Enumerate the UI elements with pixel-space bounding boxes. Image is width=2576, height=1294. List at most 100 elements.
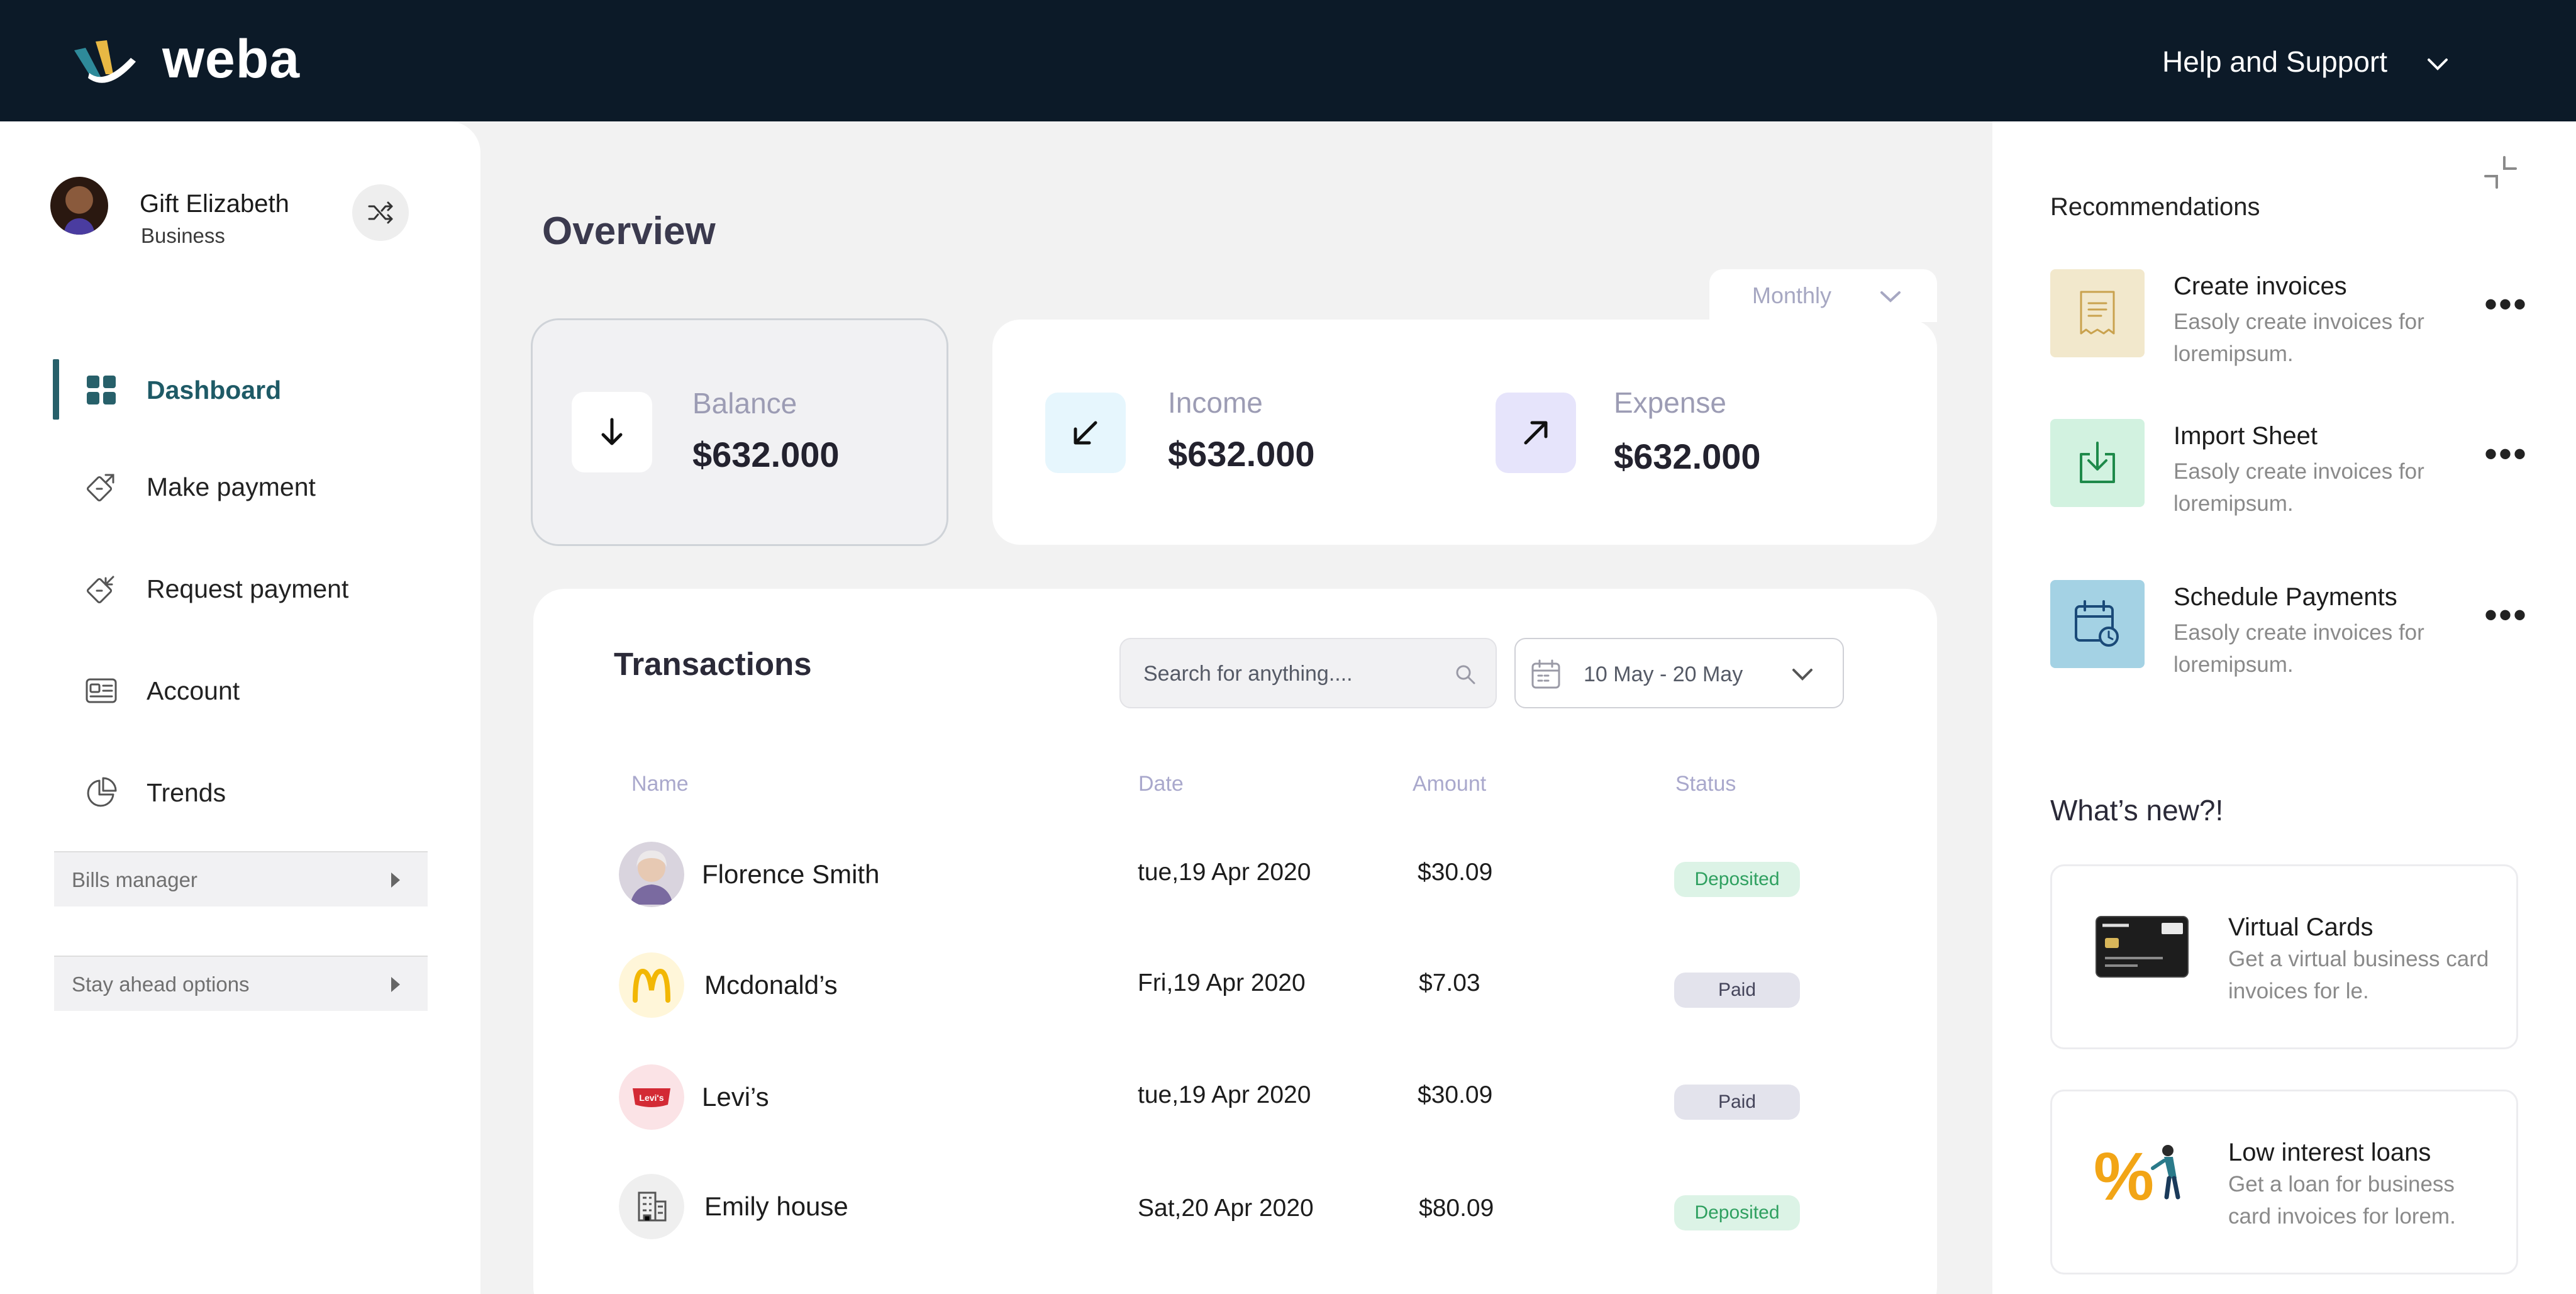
sidebar: Gift Elizabeth Business Dashboard Make p… [0,121,480,1294]
collapsible-label: Stay ahead options [72,973,250,996]
balance-value: $632.000 [692,435,840,474]
transaction-date: tue,19 Apr 2020 [1138,1081,1311,1108]
income-value[interactable]: $632.000 [1168,434,1315,474]
percent-illustration-icon: % [2094,1139,2180,1207]
sidebar-item-dashboard[interactable]: Dashboard [53,359,430,420]
period-select[interactable]: Monthly [1709,269,1937,322]
switch-account-button[interactable] [352,184,409,241]
building-icon [619,1174,684,1239]
transaction-date: Sat,20 Apr 2020 [1138,1195,1314,1222]
collapsible-label: Bills manager [72,868,197,891]
grid-icon [87,376,116,404]
collapse-panel-icon[interactable] [2483,155,2518,190]
recommendation-icon-tile [2050,419,2145,507]
arrow-up-right-icon [1524,421,1548,445]
recommendation-icon-tile [2050,580,2145,668]
user-name: Gift Elizabeth [140,190,289,218]
caret-right-icon [391,977,400,992]
whats-new-item-title: Virtual Cards [2228,913,2373,941]
expense-value[interactable]: $632.000 [1614,437,1761,476]
recommendation-title: Schedule Payments [2174,583,2397,611]
recommendation-create-invoices[interactable]: Create invoices Easoly create invoices f… [2050,269,2541,370]
weba-logo-icon [74,40,136,83]
svg-text:Levi's: Levi's [639,1093,663,1103]
search-box[interactable] [1119,638,1497,708]
sidebar-item-make-payment[interactable]: Make payment [53,456,430,516]
recommendation-icon-tile [2050,269,2145,357]
transaction-amount: $7.03 [1419,969,1480,996]
transactions-card: Transactions 10 May - 20 May Name Date A… [533,589,1937,1294]
recommendation-import-sheet[interactable]: Import Sheet Easoly create invoices for … [2050,419,2541,520]
transaction-amount: $80.09 [1419,1195,1494,1222]
column-header-name[interactable]: Name [631,772,689,796]
active-indicator [53,359,59,420]
table-row[interactable]: Levi's Levi’s tue,19 Apr 2020 $30.09 Pai… [533,1058,1937,1134]
table-row[interactable]: Florence Smith tue,19 Apr 2020 $30.09 De… [533,835,1937,911]
search-input[interactable] [1143,658,1445,689]
avatar[interactable] [50,177,108,235]
recommendation-desc: Easoly create invoices for loremipsum. [2174,459,2424,516]
whats-new-item-desc: Get a loan for business card invoices fo… [2228,1172,2456,1229]
transaction-name: Levi’s [702,1082,769,1112]
date-range-value: 10 May - 20 May [1584,662,1743,686]
expense-label: Expense [1614,386,1727,419]
id-card-icon [86,678,117,703]
table-row[interactable]: Mcdonald’s Fri,19 Apr 2020 $7.03 Paid [533,946,1937,1022]
brand-name[interactable]: weba [162,29,301,89]
transaction-name: Mcdonald’s [704,970,838,1000]
page-title: Overview [542,209,716,253]
chevron-down-icon[interactable] [2424,50,2451,78]
top-bar: weba Help and Support [0,0,2576,121]
credit-card-icon [2096,916,2189,978]
balance-icon-tile [572,392,652,472]
more-options-icon[interactable]: ••• [2484,433,2528,475]
recommendation-desc: Easoly create invoices for loremipsum. [2174,310,2424,366]
shuffle-icon [368,201,393,224]
transaction-amount: $30.09 [1418,1081,1493,1108]
balance-card[interactable]: Balance $632.000 [531,318,948,546]
balance-label: Balance [692,387,797,420]
income-label: Income [1168,386,1263,419]
recommendation-title: Import Sheet [2174,422,2318,450]
help-support-menu[interactable]: Help and Support [2162,45,2388,78]
whats-new-item-title: Low interest loans [2228,1139,2431,1166]
column-header-amount[interactable]: Amount [1413,772,1487,796]
sidebar-item-label: Request payment [147,574,349,603]
florence-smith-avatar [619,842,684,907]
column-header-status[interactable]: Status [1675,772,1736,796]
sidebar-item-label: Trends [147,778,226,807]
transaction-name: Florence Smith [702,859,880,889]
table-row[interactable]: Emily house Sat,20 Apr 2020 $80.09 Depos… [533,1168,1937,1243]
caret-right-icon [391,873,400,888]
more-options-icon[interactable]: ••• [2484,594,2528,636]
whats-new-virtual-cards[interactable]: Virtual Cards Get a virtual business car… [2050,864,2518,1049]
arrow-down-left-icon [1074,421,1097,445]
download-icon [2080,442,2115,483]
pie-chart-icon [87,777,117,807]
user-role: Business [141,224,225,247]
date-range-picker[interactable]: 10 May - 20 May [1514,638,1844,708]
status-badge: Paid [1674,1085,1800,1120]
bills-manager-toggle[interactable]: Bills manager [54,851,428,906]
column-header-date[interactable]: Date [1138,772,1184,796]
sidebar-item-label: Make payment [147,472,316,501]
svg-text:%: % [2094,1139,2154,1207]
recommendation-schedule-payments[interactable]: Schedule Payments Easoly create invoices… [2050,580,2541,681]
whats-new-low-interest-loans[interactable]: % Low interest loans Get a loan for busi… [2050,1090,2518,1274]
income-icon-tile [1045,393,1126,473]
arrow-down-icon [601,418,623,445]
levis-logo-icon: Levi's [619,1064,684,1130]
stay-ahead-options-toggle[interactable]: Stay ahead options [54,956,428,1011]
search-icon[interactable] [1454,663,1477,686]
status-badge: Paid [1674,973,1800,1008]
status-badge: Deposited [1674,1195,1800,1230]
expense-icon-tile [1496,393,1576,473]
more-options-icon[interactable]: ••• [2484,283,2528,325]
sidebar-item-account[interactable]: Account [53,660,430,720]
sidebar-item-trends[interactable]: Trends [53,762,430,822]
transaction-date: tue,19 Apr 2020 [1138,859,1311,886]
income-expense-card: Income $632.000 Expense $632.000 [992,320,1937,545]
mcdonalds-logo-icon [619,952,684,1018]
sidebar-item-request-payment[interactable]: Request payment [53,558,430,618]
period-value: Monthly [1752,282,1832,308]
